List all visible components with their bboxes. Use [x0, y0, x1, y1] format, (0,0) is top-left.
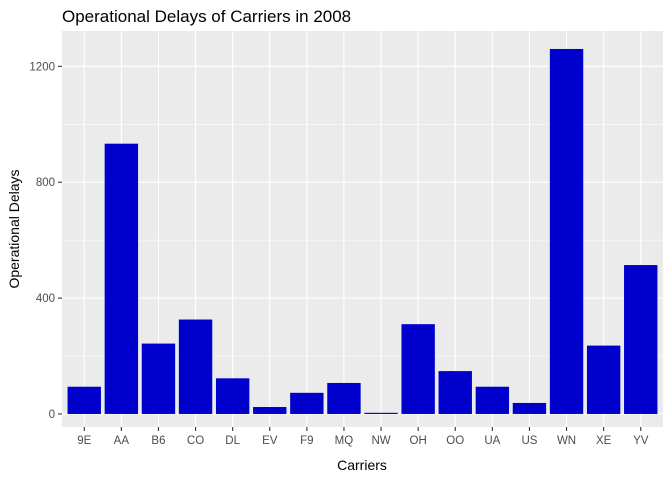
bar-dl [215, 378, 250, 414]
y-axis-title: Operational Delays [6, 169, 22, 288]
y-tick-label: 400 [36, 293, 55, 305]
bar-ua [475, 386, 510, 414]
x-tick-label: CO [187, 435, 204, 447]
y-tick-label: 1200 [29, 61, 55, 73]
bar-mq [327, 382, 361, 414]
y-tick-label: 800 [36, 177, 55, 189]
x-tick-label: XE [596, 435, 612, 447]
bar-aa [104, 143, 139, 414]
bar-oh [401, 324, 435, 414]
x-tick-label: AA [114, 435, 130, 447]
x-axis: 9E AA B6 CO DL EV F9 MQ NW OH OO UA US WN XE YV [77, 427, 649, 447]
x-tick-label: 9E [77, 435, 91, 447]
x-tick-label: B6 [151, 435, 165, 447]
x-tick-label: YV [633, 435, 649, 447]
x-tick-label: MQ [335, 435, 354, 447]
bar-wn [549, 48, 584, 414]
x-tick-label: UA [484, 435, 500, 447]
y-tick-label: 0 [49, 409, 55, 421]
x-tick-label: NW [371, 435, 390, 447]
x-tick-label: OH [410, 435, 427, 447]
chart-title: Operational Delays of Carriers in 2008 [62, 7, 351, 26]
x-tick-label: WN [557, 435, 576, 447]
bar-co [178, 319, 213, 414]
bars [67, 48, 658, 414]
x-tick-label: US [521, 435, 537, 447]
y-axis: 0 400 800 1200 [29, 61, 62, 421]
bar-f9 [290, 392, 324, 414]
x-axis-title: Carriers [337, 457, 387, 473]
bar-9e [67, 386, 101, 414]
bar-b6 [141, 343, 176, 414]
x-tick-label: OO [446, 435, 464, 447]
bar-us [512, 402, 547, 414]
bar-xe [586, 345, 621, 414]
x-tick-label: F9 [300, 435, 313, 447]
bar-yv [624, 265, 658, 414]
bar-ev [253, 407, 287, 414]
x-tick-label: DL [225, 435, 240, 447]
bar-oo [438, 371, 472, 414]
x-tick-label: EV [262, 435, 278, 447]
bar-nw [364, 412, 398, 414]
